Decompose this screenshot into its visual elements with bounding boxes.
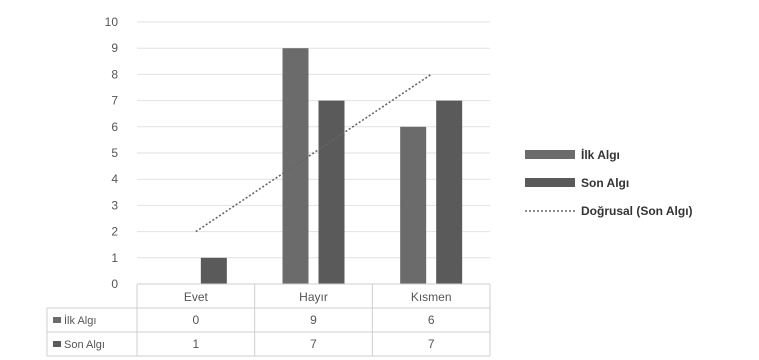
table-legend-key (53, 317, 61, 323)
legend-swatch (525, 150, 575, 159)
table-row-label: İlk Algı (64, 314, 96, 327)
y-tick-label: 10 (105, 15, 119, 29)
table-cell: 6 (428, 313, 435, 327)
y-tick-label: 1 (111, 251, 118, 265)
bar (200, 257, 227, 284)
y-axis: 0 1 2 3 4 5 6 7 8 9 10 (105, 15, 119, 291)
table-legend-key (53, 341, 61, 347)
legend-label: Son Algı (581, 176, 629, 190)
bar (318, 100, 345, 284)
y-tick-label: 0 (111, 277, 118, 291)
y-tick-label: 6 (111, 120, 118, 134)
trendline-path (195, 73, 432, 233)
bars (200, 48, 463, 285)
y-tick-label: 9 (111, 41, 118, 55)
category-label: Evet (184, 290, 209, 304)
category-label: Kısmen (411, 290, 452, 304)
table-cell: 7 (428, 337, 435, 351)
data-table: Evet Hayır Kısmen İlk Algı 0 9 6 Son Algı 1 7 7 (46, 283, 491, 357)
trendline (195, 73, 432, 233)
y-tick-label: 7 (111, 94, 118, 108)
table-cell: 7 (310, 337, 317, 351)
y-tick-label: 8 (111, 67, 118, 81)
y-tick-label: 4 (111, 172, 118, 186)
bar (282, 48, 309, 285)
legend-swatch (525, 178, 575, 187)
legend-label: Doğrusal (Son Algı) (581, 204, 693, 218)
table-row-label: Son Algı (64, 339, 105, 351)
y-tick-label: 5 (111, 146, 118, 160)
category-label: Hayır (299, 290, 328, 304)
y-tick-label: 2 (111, 225, 118, 239)
y-tick-label: 3 (111, 198, 118, 212)
table-cell: 9 (310, 313, 317, 327)
bar (436, 100, 463, 284)
bar (400, 126, 427, 284)
legend: İlk Algı Son Algı Doğrusal (Son Algı) (525, 147, 693, 218)
table-cell: 0 (192, 313, 199, 327)
table-cell: 1 (192, 337, 199, 351)
legend-label: İlk Algı (581, 147, 620, 162)
